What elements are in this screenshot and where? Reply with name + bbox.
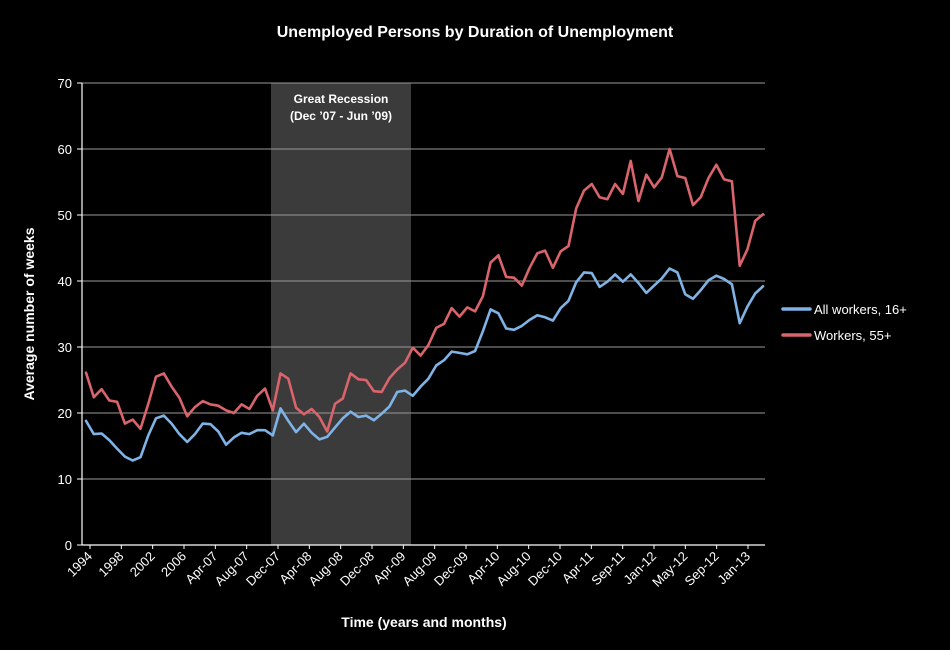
recession-band: Great Recession (Dec ’07 - Jun ’09) [271, 83, 411, 545]
x-tick-label: Sep-12 [682, 549, 722, 589]
y-tick-label: 60 [58, 142, 72, 157]
x-tick-label: Dec-10 [525, 549, 565, 589]
recession-label-line1: Great Recession [294, 92, 389, 106]
series-lines [84, 147, 765, 462]
x-tick-label: Aug-07 [212, 549, 252, 589]
x-tick-label: Sep-11 [588, 549, 628, 589]
y-tick-label: 10 [58, 472, 72, 487]
x-tick-label: Jan-13 [714, 549, 753, 588]
recession-shading [271, 83, 411, 545]
y-tick-label: 30 [58, 340, 72, 355]
axes [81, 83, 765, 546]
x-tick-label: Aug-09 [400, 549, 440, 589]
series-line-workers-55 [84, 147, 765, 433]
series-line-all-workers [84, 267, 765, 462]
y-tick-label: 40 [58, 274, 72, 289]
x-tick-label: May-12 [649, 549, 690, 590]
x-tick-label: 1998 [95, 549, 126, 580]
legend-label: All workers, 16+ [814, 302, 907, 317]
recession-label-line2: (Dec ’07 - Jun ’09) [290, 109, 392, 123]
y-tick-label: 0 [65, 538, 72, 553]
x-tick-label: Aug-08 [306, 549, 346, 589]
gridlines-overlay [82, 82, 765, 480]
x-tick-label: 1994 [64, 549, 95, 580]
x-tick-label: Dec-07 [243, 549, 283, 589]
y-tick-label: 70 [58, 76, 72, 91]
chart-title: Unemployed Persons by Duration of Unempl… [277, 24, 674, 41]
x-tick-label: 2002 [127, 549, 158, 580]
x-axis-label: Time (years and months) [341, 614, 506, 630]
x-tick-label: Dec-08 [337, 549, 377, 589]
y-axis-label: Average number of weeks [21, 227, 37, 400]
legend: All workers, 16+ Workers, 55+ [781, 302, 907, 343]
x-axis-ticks: 1994 1998 2002 2006Apr-07Aug-07Dec-07Apr-08… [64, 545, 753, 590]
x-tick-label: Aug-10 [494, 549, 534, 589]
legend-label: Workers, 55+ [814, 328, 891, 343]
x-tick-label: Dec-09 [431, 549, 471, 589]
y-tick-label: 20 [58, 406, 72, 421]
y-tick-label: 50 [58, 208, 72, 223]
y-axis-ticks: 0 10 20 30 40 50 60 70 [58, 76, 82, 553]
